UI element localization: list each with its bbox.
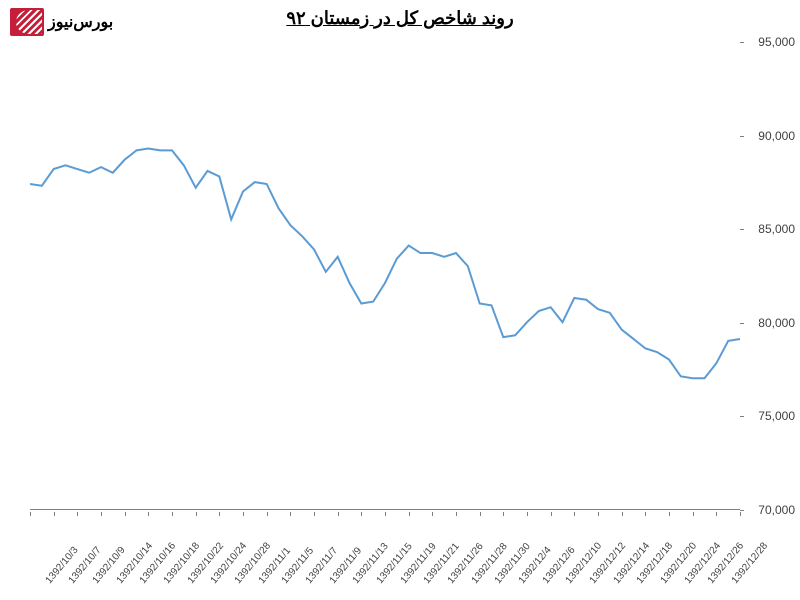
x-axis-tick xyxy=(645,512,646,516)
line-chart-svg xyxy=(30,42,740,509)
x-axis-tick xyxy=(480,512,481,516)
y-axis-tick xyxy=(740,136,744,137)
x-axis-tick xyxy=(432,512,433,516)
x-axis-tick xyxy=(527,512,528,516)
x-axis-tick xyxy=(503,512,504,516)
x-axis-tick xyxy=(30,512,31,516)
x-axis-tick xyxy=(716,512,717,516)
x-axis-tick xyxy=(101,512,102,516)
x-axis-tick xyxy=(338,512,339,516)
y-axis-label: 95,000 xyxy=(758,35,795,49)
x-axis-tick xyxy=(267,512,268,516)
x-axis-tick xyxy=(456,512,457,516)
x-axis-tick xyxy=(385,512,386,516)
x-axis-tick xyxy=(172,512,173,516)
x-axis-tick xyxy=(740,512,741,516)
x-axis-tick xyxy=(125,512,126,516)
x-axis-tick xyxy=(219,512,220,516)
x-axis-tick xyxy=(314,512,315,516)
y-axis-tick xyxy=(740,510,744,511)
y-axis-label: 70,000 xyxy=(758,503,795,517)
x-axis-tick xyxy=(361,512,362,516)
plot-area: 70,00075,00080,00085,00090,00095,000 xyxy=(30,42,740,510)
x-axis-tick xyxy=(409,512,410,516)
chart-container: بورس‌نیوز روند شاخص کل در زمستان ۹۲ 70,0… xyxy=(0,0,800,600)
x-axis-tick xyxy=(290,512,291,516)
y-axis-tick xyxy=(740,416,744,417)
x-axis-tick xyxy=(54,512,55,516)
y-axis-tick xyxy=(740,229,744,230)
y-axis-label: 75,000 xyxy=(758,409,795,423)
y-axis-tick xyxy=(740,42,744,43)
x-axis-labels: 1392/10/31392/10/71392/10/91392/10/14139… xyxy=(30,512,740,596)
y-axis-tick xyxy=(740,323,744,324)
x-axis-tick xyxy=(669,512,670,516)
chart-title: روند شاخص کل در زمستان ۹۲ xyxy=(0,8,800,29)
x-axis-tick xyxy=(243,512,244,516)
x-axis-tick xyxy=(574,512,575,516)
x-axis-tick xyxy=(598,512,599,516)
x-axis-tick xyxy=(77,512,78,516)
x-axis-tick xyxy=(622,512,623,516)
y-axis-label: 85,000 xyxy=(758,222,795,236)
x-axis-tick xyxy=(148,512,149,516)
x-axis-tick xyxy=(693,512,694,516)
y-axis-label: 90,000 xyxy=(758,129,795,143)
x-axis-tick xyxy=(551,512,552,516)
y-axis-label: 80,000 xyxy=(758,316,795,330)
x-axis-tick xyxy=(196,512,197,516)
data-line xyxy=(30,148,740,378)
